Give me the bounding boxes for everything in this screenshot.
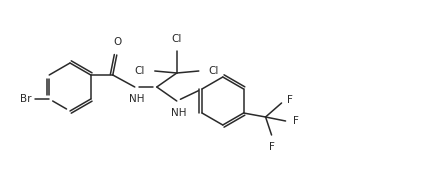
Text: Br: Br — [20, 94, 31, 104]
Text: O: O — [113, 37, 122, 47]
Text: Cl: Cl — [208, 66, 219, 76]
Text: Cl: Cl — [171, 34, 181, 44]
Text: NH: NH — [171, 108, 186, 118]
Text: F: F — [286, 95, 292, 105]
Text: F: F — [292, 116, 298, 126]
Text: NH: NH — [129, 94, 144, 104]
Text: F: F — [268, 142, 274, 152]
Text: Cl: Cl — [134, 66, 145, 76]
